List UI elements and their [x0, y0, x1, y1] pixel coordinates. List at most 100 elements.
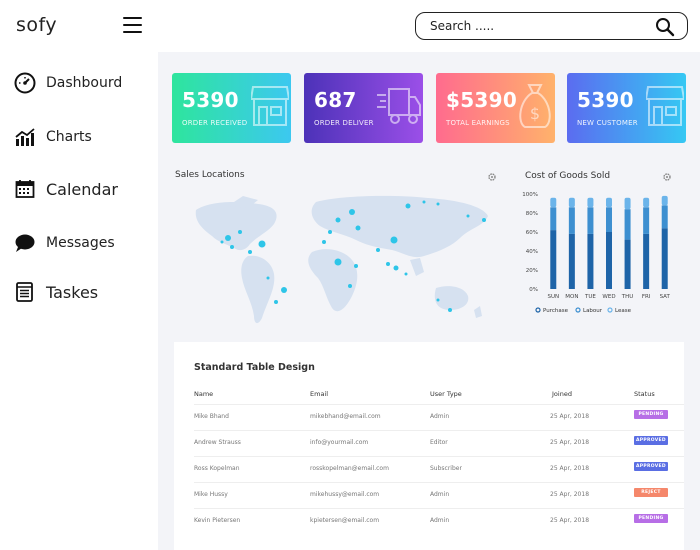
gear-icon[interactable] [662, 172, 672, 182]
cell-email: kpietersen@email.com [310, 517, 380, 524]
status-badge: APPROVED [634, 436, 668, 445]
money-bag-icon: $ [519, 84, 551, 128]
column-header-joined: Joined [552, 390, 572, 398]
stat-card-orders-received[interactable]: 5390 ORDER RECEIVED [172, 73, 291, 143]
stat-card-orders-delivered[interactable]: 687 ORDER DELIVER [304, 73, 423, 143]
bar-purchase [643, 233, 650, 289]
bar-lease [587, 197, 594, 208]
legend-label: Purchase [543, 308, 569, 314]
search-icon[interactable] [655, 17, 675, 41]
cell-name: Mike Bhand [194, 413, 229, 420]
sidebar-item-tasks[interactable]: Taskes [14, 281, 98, 303]
cell-joined: 25 Apr, 2018 [550, 491, 590, 498]
stat-caption: ORDER RECEIVED [182, 119, 248, 127]
bar-labour [643, 207, 650, 234]
calendar-icon [14, 178, 36, 200]
stat-value: 5390 [577, 88, 634, 112]
bar-labour [587, 207, 594, 234]
bar-labour [606, 207, 612, 232]
sidebar-item-label: Calendar [46, 179, 118, 199]
bar-lease [661, 195, 668, 206]
store-icon [646, 86, 684, 126]
search-bar[interactable] [415, 12, 688, 40]
gear-icon[interactable] [487, 172, 497, 182]
sidebar-item-charts[interactable]: Charts [14, 126, 92, 148]
bar-purchase [606, 232, 612, 289]
cell-joined: 25 Apr, 2018 [550, 465, 590, 472]
sidebar-item-label: Dashbourd [46, 75, 123, 91]
sidebar-item-dashboard[interactable]: Dashbourd [14, 72, 122, 94]
sidebar-item-label: Charts [46, 129, 92, 145]
standard-table-card: Standard Table Design Name Email User Ty… [174, 342, 684, 550]
stat-value: 5390 [182, 88, 239, 112]
sidebar-item-label: Messages [46, 235, 115, 251]
bar-labour [624, 209, 631, 240]
hamburger-menu-icon[interactable] [123, 17, 142, 33]
app-logo: sofy [16, 14, 58, 36]
x-tick-label: WED [602, 294, 615, 300]
table-row[interactable]: Mike Bhand mikebhand@email.com Admin 25 Apr… [194, 404, 684, 424]
table-title: Standard Table Design [194, 362, 315, 373]
message-bubble-icon [14, 232, 36, 254]
search-input[interactable] [430, 19, 640, 33]
stat-card-new-customer[interactable]: 5390 NEW CUSTOMER [567, 73, 686, 143]
stat-caption: TOTAL EARNINGS [446, 119, 510, 127]
delivery-truck-icon [377, 88, 421, 124]
table-header-row: Name Email User Type Joined Status [194, 390, 684, 400]
chart-title: Cost of Goods Sold [525, 171, 611, 181]
x-tick-label: THU [621, 294, 634, 300]
bar-labour [661, 205, 668, 229]
sidebar-item-calendar[interactable]: Calendar [14, 178, 118, 200]
cell-name: Andrew Strauss [194, 439, 241, 446]
chart-icon [14, 126, 36, 148]
bar-lease [606, 197, 612, 208]
stat-caption: NEW CUSTOMER [577, 119, 638, 127]
cell-email: info@yourmail.com [310, 439, 369, 446]
legend-label: Lease [615, 308, 632, 314]
stat-card-total-earnings[interactable]: $5390 TOTAL EARNINGS $ [436, 73, 555, 143]
table-row[interactable]: Andrew Strauss info@yourmail.com Editor 25 … [194, 430, 684, 450]
y-tick-label: 40% [526, 249, 538, 255]
map-title: Sales Locations [175, 170, 245, 180]
cell-joined: 25 Apr, 2018 [550, 439, 590, 446]
bar-labour [550, 207, 557, 231]
bar-lease [550, 197, 557, 208]
cell-email: rosskopelman@email.com [310, 465, 389, 472]
bar-purchase [661, 228, 668, 289]
cell-name: Mike Hussy [194, 491, 228, 498]
cell-name: Kevin Pietersen [194, 517, 241, 524]
column-header-user-type: User Type [430, 390, 462, 398]
y-tick-label: 0% [529, 287, 538, 293]
x-tick-label: SUN [547, 294, 559, 300]
cell-email: mikehussy@email.com [310, 491, 380, 498]
table-row[interactable]: Kevin Pietersen kpietersen@email.com Admin… [194, 508, 684, 528]
table-row[interactable]: Mike Hussy mikehussy@email.com Admin 25 Apr… [194, 482, 684, 502]
stat-caption: ORDER DELIVER [314, 119, 374, 127]
cell-user-type: Admin [430, 413, 450, 420]
cost-of-goods-bar-chart: 100% 80% 60% 40% 20% 0% SUN MON TUE WED THU FRI SAT P… [522, 192, 671, 314]
bar-lease [643, 197, 650, 208]
status-badge: PENDING [634, 410, 668, 419]
status-badge: PENDING [634, 514, 668, 523]
cell-user-type: Editor [430, 439, 448, 446]
cell-joined: 25 Apr, 2018 [550, 517, 590, 524]
sidebar-item-messages[interactable]: Messages [14, 232, 115, 254]
bar-lease [568, 197, 575, 208]
column-header-name: Name [194, 390, 214, 398]
cell-user-type: Subscriber [430, 465, 462, 472]
bar-purchase [568, 233, 575, 289]
main-content: 5390 ORDER RECEIVED 687 ORDER DELIVER $5… [158, 52, 700, 550]
bar-purchase [624, 239, 631, 289]
legend-marker-lease [607, 307, 613, 313]
store-icon [251, 86, 289, 126]
table-row[interactable]: Ross Kopelman rosskopelman@email.com Subsc… [194, 456, 684, 476]
cell-name: Ross Kopelman [194, 465, 240, 472]
world-map [195, 195, 488, 324]
column-header-status: Status [634, 390, 655, 398]
bar-lease [624, 197, 631, 210]
x-tick-label: FRI [642, 294, 651, 300]
bar-labour [568, 207, 575, 234]
cell-joined: 25 Apr, 2018 [550, 413, 590, 420]
stat-value: 687 [314, 88, 357, 112]
x-tick-label: SAT [660, 294, 671, 300]
